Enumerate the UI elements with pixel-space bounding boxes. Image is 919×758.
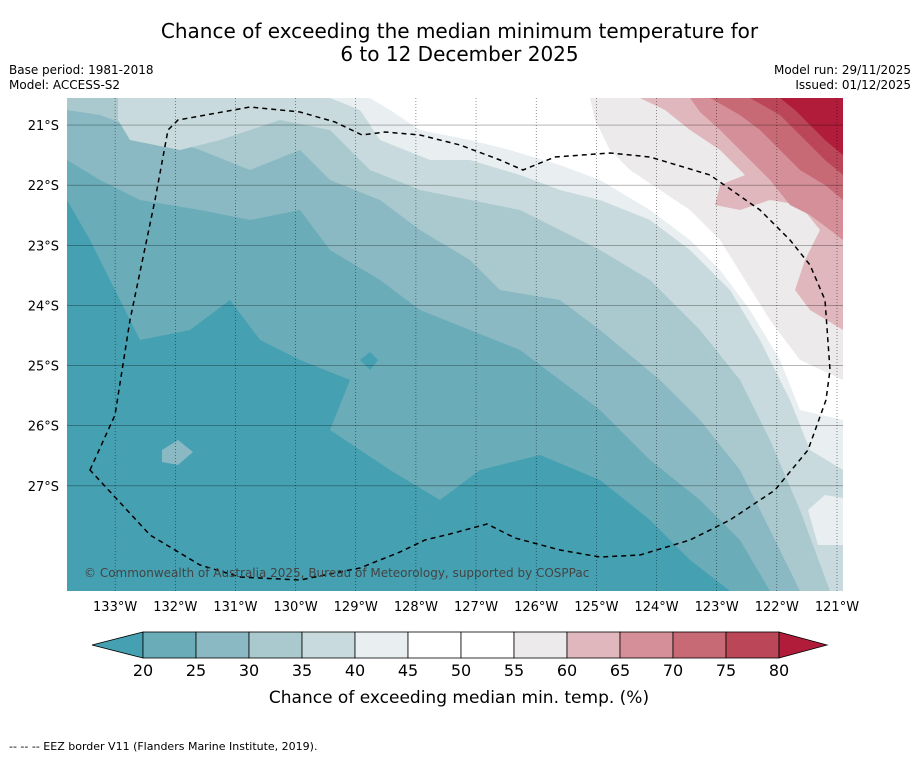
colorbar-tick-label: 20: [133, 661, 153, 680]
title-line-2: 6 to 12 December 2025: [340, 42, 579, 66]
latitude-label: 27°S: [28, 480, 59, 495]
colorbar-band: [142, 631, 197, 659]
longitude-labels: 133°W 132°W 131°W 130°W 129°W 128°W 127°W 126°W…: [93, 600, 859, 615]
colorbar-tick-label: 35: [292, 661, 312, 680]
latitude-label: 26°S: [28, 420, 59, 435]
longitude-label: 124°W: [634, 600, 678, 615]
latitude-label: 21°S: [28, 119, 59, 134]
colorbar-tick-label: 40: [345, 661, 365, 680]
colorbar: 20 25 30 35 40 45 50 55 60 65 70 75 80: [91, 631, 829, 680]
base-period: Base period: 1981-2018: [9, 63, 154, 77]
colorbar-tick-label: 45: [398, 661, 418, 680]
colorbar-tick-label: 75: [716, 661, 736, 680]
longitude-label: 129°W: [334, 600, 378, 615]
colorbar-tick-label: 25: [186, 661, 206, 680]
latitude-label: 24°S: [28, 299, 59, 314]
colorbar-tick-label: 60: [557, 661, 577, 680]
latitude-label: 23°S: [28, 239, 59, 254]
colorbar-tick-label: 55: [504, 661, 524, 680]
longitude-label: 130°W: [274, 600, 318, 615]
colorbar-band: [672, 631, 727, 659]
field-patch-25-30: [162, 440, 193, 465]
copyright-notice: © Commonwealth of Australia 2025, Bureau…: [84, 566, 589, 580]
colorbar-extend-low: [91, 631, 144, 659]
colorbar-band: [513, 631, 568, 659]
colorbar-tick-label: 30: [239, 661, 259, 680]
colorbar-band: [619, 631, 674, 659]
colorbar-tick-label: 80: [769, 661, 789, 680]
longitude-label: 125°W: [574, 600, 618, 615]
colorbar-band: [301, 631, 356, 659]
colorbar-tick-label: 50: [451, 661, 471, 680]
issued-date: Issued: 01/12/2025: [795, 78, 911, 92]
latitude-labels: 21°S 22°S 23°S 24°S 25°S 26°S 27°S: [28, 119, 59, 495]
probability-field: [67, 98, 843, 591]
colorbar-extend-high: [778, 631, 829, 659]
field-patch-40-45: [808, 495, 843, 545]
eez-border-line: [89, 106, 831, 581]
model-run: Model run: 29/11/2025: [773, 63, 911, 77]
colorbar-tick-label: 65: [610, 661, 630, 680]
model-name: Model: ACCESS-S2: [9, 78, 121, 92]
colorbar-band: [354, 631, 409, 659]
longitude-label: 128°W: [394, 600, 438, 615]
graticule: [67, 98, 843, 591]
colorbar-band: [407, 631, 462, 659]
longitude-label: 127°W: [454, 600, 498, 615]
field-patch-lt20: [360, 352, 378, 370]
colorbar-tick-label: 70: [663, 661, 683, 680]
longitude-label: 121°W: [815, 600, 859, 615]
longitude-label: 122°W: [755, 600, 799, 615]
latitude-label: 22°S: [28, 179, 59, 194]
colorbar-band: [725, 631, 780, 659]
field-band-gt80: [780, 98, 843, 155]
colorbar-label: Chance of exceeding median min. temp. (%…: [269, 688, 649, 708]
eez-legend-note: -- -- -- EEZ border V11 (Flanders Marine…: [9, 740, 318, 753]
latitude-label: 25°S: [28, 360, 59, 375]
longitude-label: 131°W: [213, 600, 257, 615]
longitude-label: 123°W: [695, 600, 739, 615]
colorbar-band: [460, 631, 515, 659]
colorbar-band: [195, 631, 250, 659]
longitude-label: 133°W: [93, 600, 137, 615]
colorbar-band: [566, 631, 621, 659]
colorbar-band: [248, 631, 303, 659]
title-line-1: Chance of exceeding the median minimum t…: [160, 19, 759, 43]
longitude-label: 132°W: [153, 600, 197, 615]
longitude-label: 126°W: [514, 600, 558, 615]
